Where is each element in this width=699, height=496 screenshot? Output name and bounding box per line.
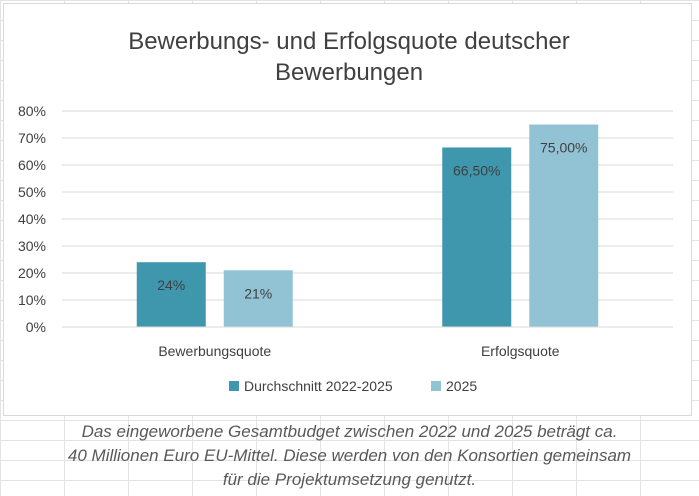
caption-line-1: Das eingeworbene Gesamtbudget zwischen 2…: [81, 422, 618, 441]
bar-chart[interactable]: Bewerbungs- und Erfolgsquote deutscher B…: [0, 0, 699, 420]
bar-durchschnitt-bewerbungsquote[interactable]: [136, 262, 206, 327]
y-tick-label: 80%: [18, 103, 46, 119]
data-label: 24%: [157, 277, 185, 293]
bar-2025-erfolgsquote[interactable]: [529, 124, 599, 328]
data-label: 66,50%: [453, 162, 500, 178]
chart-title-line-2: Bewerbungen: [275, 59, 423, 86]
data-label: 21%: [244, 285, 272, 301]
legend-swatch: [229, 381, 239, 391]
legend-label: Durchschnitt 2022-2025: [244, 378, 393, 394]
y-tick-label: 40%: [18, 211, 46, 227]
x-axis: Bewerbungsquote Erfolgsquote: [62, 326, 673, 359]
chart-title-line-1: Bewerbungs- und Erfolgsquote deutscher: [128, 28, 570, 55]
bar-2025-bewerbungsquote[interactable]: [223, 270, 293, 327]
y-tick-label: 70%: [18, 130, 46, 146]
chart-caption: Das eingeworbene Gesamtbudget zwischen 2…: [0, 420, 699, 492]
legend-swatch: [431, 381, 441, 391]
y-tick-label: 60%: [18, 157, 46, 173]
y-tick-label: 10%: [18, 292, 46, 308]
y-axis: 0% 10% 20% 30% 40% 50% 60% 70% 80%: [18, 103, 46, 335]
data-label: 75,00%: [540, 140, 587, 156]
y-tick-label: 20%: [18, 265, 46, 281]
caption-line-3: für die Projektumsetzung genutzt.: [222, 470, 477, 489]
caption-line-2: 40 Millionen Euro EU-Mittel. Diese werde…: [67, 446, 632, 465]
y-tick-label: 50%: [18, 184, 46, 200]
legend: Durchschnitt 2022-2025 2025: [229, 378, 477, 394]
x-category-label: Erfolgsquote: [481, 343, 560, 359]
legend-label: 2025: [446, 378, 477, 394]
y-tick-label: 0%: [26, 319, 46, 335]
x-category-label: Bewerbungsquote: [158, 343, 271, 359]
bars: 24% 21% 66,50% 75,00%: [136, 124, 599, 328]
y-tick-label: 30%: [18, 238, 46, 254]
bar-durchschnitt-erfolgsquote[interactable]: [442, 147, 512, 327]
